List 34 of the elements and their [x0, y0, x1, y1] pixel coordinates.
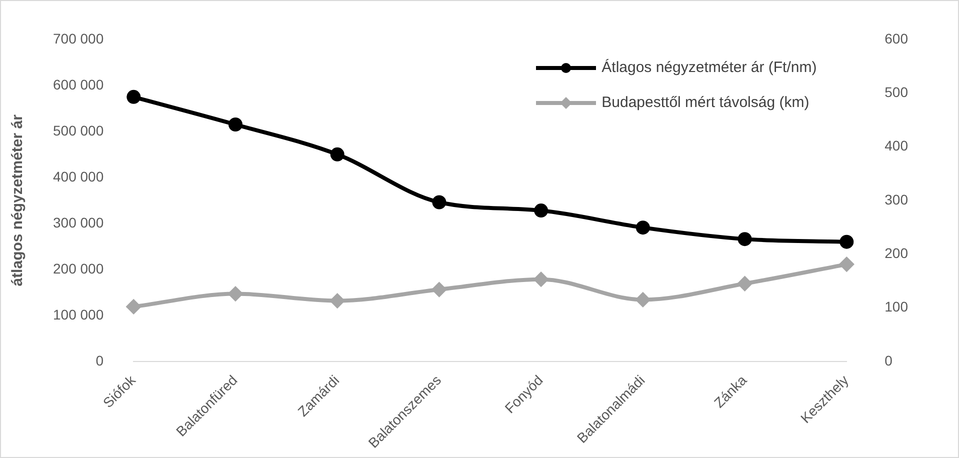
point — [126, 300, 141, 314]
y2-tick-label: 500 — [884, 84, 908, 100]
point — [840, 257, 854, 272]
y-tick-label: 100 000 — [52, 306, 104, 322]
y2-tick-label: 0 — [884, 352, 893, 368]
point — [432, 282, 446, 297]
y-axis-title: átlagos négyzetméter ár — [9, 114, 26, 286]
point — [636, 220, 650, 235]
point — [534, 272, 548, 286]
y-tick-label: 200 000 — [52, 260, 104, 276]
point — [738, 276, 752, 291]
point — [840, 234, 854, 249]
y2-tick-label: 200 — [884, 244, 908, 261]
point — [330, 294, 344, 308]
point — [330, 147, 344, 162]
y2-tick-label: 300 — [884, 191, 908, 208]
point — [738, 232, 752, 246]
y2-tick-label: 400 — [884, 138, 908, 154]
y-tick-label: 0 — [96, 352, 104, 368]
point — [432, 195, 446, 210]
point — [228, 286, 242, 301]
y-tick-label: 300 000 — [52, 214, 104, 230]
y-tick-label: 700 000 — [52, 30, 104, 46]
y-tick-label: 400 000 — [52, 168, 104, 184]
y-tick-label: 600 000 — [52, 76, 104, 92]
point — [534, 204, 548, 218]
y2-tick-label: 600 — [884, 30, 908, 46]
point — [126, 90, 141, 104]
y-tick-label: 500 000 — [52, 122, 104, 138]
legend-label: Átlagos négyzetméter ár (Ft/nm) — [602, 59, 817, 76]
legend-label: Budapesttől mért távolság (km) — [602, 94, 810, 112]
point — [228, 118, 242, 132]
y2-tick-label: 100 — [884, 298, 908, 315]
point — [636, 292, 650, 307]
